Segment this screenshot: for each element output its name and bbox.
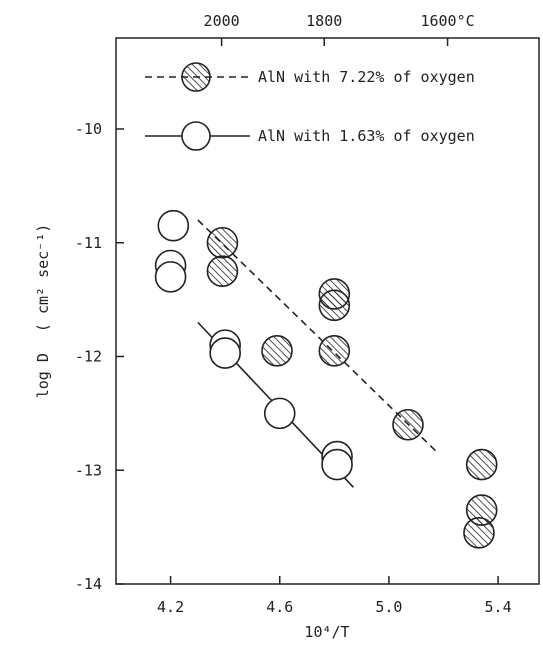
y-axis-label-main: log D — [34, 353, 52, 398]
y-axis-label: log D ( cm² sec⁻¹) — [34, 224, 52, 399]
y-tick-label: -12 — [75, 348, 102, 366]
legend-label-series-2: AlN with 1.63% of oxygen — [258, 127, 475, 145]
data-point-series-2 — [321, 448, 353, 481]
data-point-series-2 — [157, 209, 190, 242]
top-tick-label: 1800 — [306, 12, 342, 30]
data-point-series-1 — [318, 335, 351, 367]
data-point-series-1 — [261, 335, 293, 367]
plot-frame — [115, 37, 540, 585]
x-tick-label: 5.4 — [485, 598, 512, 616]
legend-marker-series-2 — [181, 121, 211, 151]
y-tick-label: -10 — [75, 120, 102, 138]
axis-ticks: 4.2 4.6 5.0 5.4 -14 -13 -12 -11 -10 2000 1800 1600°… — [75, 12, 512, 616]
data-point-series-1 — [463, 517, 495, 549]
data-point-series-1 — [318, 289, 351, 322]
y-tick-label: -14 — [75, 575, 102, 593]
y-tick-label: -11 — [75, 234, 102, 252]
data-point-series-2 — [209, 337, 241, 369]
x-tick-label: 4.2 — [157, 598, 184, 616]
data-point-series-2 — [263, 397, 296, 430]
x-axis-label: 10⁴/T — [304, 623, 349, 641]
x-tick-label: 5.0 — [375, 598, 402, 616]
data-point-series-1 — [206, 226, 239, 259]
top-tick-label: 2000 — [204, 12, 240, 30]
top-tick-label: 1600°C — [420, 12, 474, 30]
data-point-series-1 — [465, 448, 498, 481]
data-points — [154, 209, 498, 549]
x-tick-label: 4.6 — [266, 598, 293, 616]
data-point-series-1 — [206, 255, 239, 287]
y-axis-label-units: ( cm² sec⁻¹) — [34, 224, 52, 332]
legend: AlN with 7.22% of oxygen AlN with 1.63% … — [145, 62, 475, 151]
data-point-series-2 — [154, 261, 187, 293]
y-tick-label: -13 — [75, 461, 102, 479]
data-point-series-1 — [392, 408, 424, 441]
legend-label-series-1: AlN with 7.22% of oxygen — [258, 68, 475, 86]
legend-marker-series-1 — [181, 62, 211, 92]
